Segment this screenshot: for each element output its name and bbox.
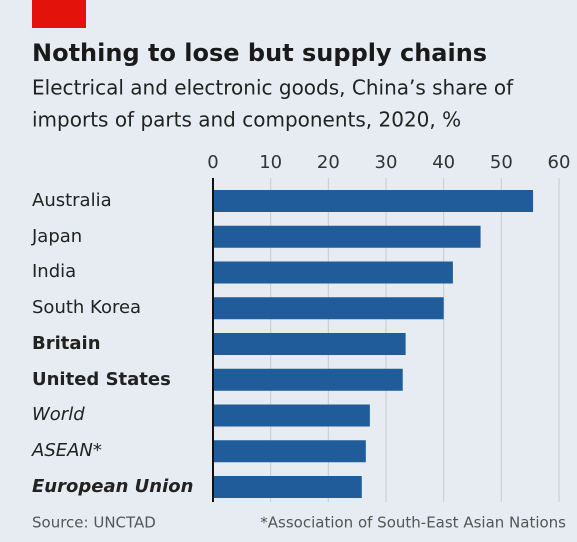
bar [213, 190, 534, 212]
category-label: India [32, 261, 76, 282]
category-label: Japan [31, 226, 82, 247]
bar [213, 404, 370, 427]
category-label: European Union [32, 476, 193, 497]
footnote: *Association of South-East Asian Nations [260, 514, 566, 532]
category-label: United States [32, 369, 171, 390]
x-tick-label: 0 [207, 152, 218, 173]
x-tick-label: 40 [432, 152, 455, 173]
bar [213, 440, 366, 463]
bar [213, 261, 453, 284]
bar [213, 333, 406, 355]
subtitle-line: imports of parts and components, 2020, % [32, 108, 461, 132]
bar [213, 225, 481, 248]
category-label: Britain [32, 333, 101, 354]
bar [213, 297, 444, 320]
category-label: ASEAN* [31, 440, 102, 461]
source: Source: UNCTAD [32, 514, 156, 532]
chart-title: Nothing to lose but supply chains [32, 39, 487, 67]
x-tick-label: 50 [490, 152, 513, 173]
bar [213, 476, 362, 498]
bar [213, 368, 403, 391]
x-tick-label: 10 [259, 152, 282, 173]
category-label: Australia [32, 190, 112, 211]
category-label: World [32, 404, 85, 425]
category-label: South Korea [32, 297, 141, 318]
subtitle-line: Electrical and electronic goods, China’s… [32, 76, 514, 100]
x-tick-label: 60 [548, 152, 571, 173]
red-tag [32, 0, 86, 28]
x-tick-label: 20 [317, 152, 340, 173]
x-tick-label: 30 [375, 152, 398, 173]
